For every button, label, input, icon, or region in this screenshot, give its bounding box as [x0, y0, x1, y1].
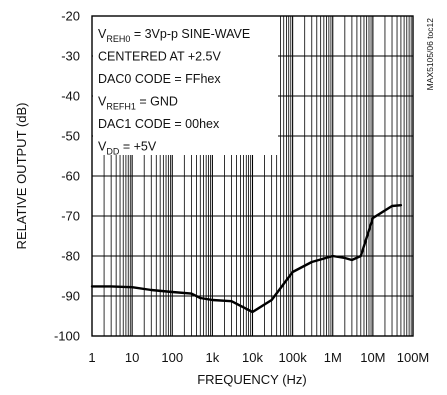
annotation-subscript: REFH1	[106, 102, 136, 112]
side-label: MAX5105/06 toc12	[425, 18, 435, 91]
y-tick-label: -30	[61, 49, 80, 64]
y-tick-label: -100	[54, 329, 80, 344]
series-layer	[90, 204, 403, 314]
annotation-line: VDD = +5V	[98, 140, 157, 157]
y-tick-label: -80	[61, 249, 80, 264]
annotation-subscript: REH0	[106, 34, 130, 44]
annotation-subscript: DD	[106, 147, 119, 157]
x-tick-label: 10M	[360, 350, 385, 365]
annotation-rest: = 3Vp-p SINE-WAVE	[130, 27, 250, 41]
y-tick-label: -70	[61, 209, 80, 224]
x-tick-label: 10k	[242, 350, 263, 365]
annotation-block: VREH0 = 3Vp-p SINE-WAVE CENTERED AT +2.5V…	[98, 27, 250, 157]
annotation-rest: = +5V	[119, 140, 156, 154]
x-tick-label: 1M	[324, 350, 342, 365]
x-tick-label: 100M	[397, 350, 430, 365]
y-tick-label: -40	[61, 89, 80, 104]
annotation-line: CENTERED AT +2.5V	[98, 50, 222, 64]
tick-labels: 1 10 100 1k 10k 100k 1M 10M 100M -20 -30 -40 -50 -60 -…	[54, 9, 429, 366]
x-tick-label: 1	[88, 350, 95, 365]
x-tick-label: 100k	[279, 350, 308, 365]
x-tick-label: 100	[161, 350, 183, 365]
y-tick-label: -90	[61, 289, 80, 304]
annotation-background	[93, 12, 278, 155]
x-tick-label: 10	[125, 350, 139, 365]
annotation-line: DAC0 CODE = FFhex	[98, 72, 221, 86]
y-tick-label: -60	[61, 169, 80, 184]
annotation-line: VREH0 = 3Vp-p SINE-WAVE	[98, 27, 250, 44]
x-tick-label: 1k	[206, 350, 220, 365]
relative-output-line	[90, 204, 403, 314]
annotation-rest: = GND	[136, 95, 178, 109]
y-axis-label: RELATIVE OUTPUT (dB)	[14, 103, 29, 250]
annotation-line: DAC1 CODE = 00hex	[98, 117, 220, 131]
plot-frame	[91, 15, 414, 337]
y-tick-label: -20	[61, 9, 80, 24]
y-tick-label: -50	[61, 129, 80, 144]
x-axis-label: FREQUENCY (Hz)	[197, 372, 307, 387]
